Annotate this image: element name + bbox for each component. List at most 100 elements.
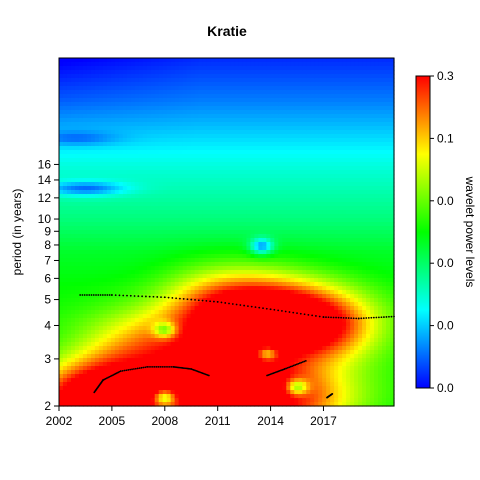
heatmap-cell (106, 182, 112, 187)
heatmap-cell (234, 258, 240, 263)
heatmap-cell (238, 250, 244, 255)
heatmap-cell (146, 218, 152, 223)
heatmap-cell (234, 310, 240, 315)
heatmap-cell (234, 114, 240, 119)
heatmap-cell (142, 266, 148, 271)
heatmap-cell (146, 102, 152, 107)
heatmap-cell (130, 74, 136, 79)
heatmap-cell (270, 126, 275, 131)
heatmap-cell (126, 150, 132, 155)
heatmap-cell (282, 146, 287, 151)
heatmap-cell (150, 90, 156, 95)
heatmap-cell (118, 226, 124, 231)
heatmap-cell (138, 102, 144, 107)
heatmap-cell (170, 178, 176, 183)
heatmap-cell (254, 346, 260, 351)
heatmap-cell (98, 310, 104, 315)
heatmap-cell (250, 118, 256, 123)
heatmap-cell (122, 250, 128, 255)
heatmap-cell (218, 166, 224, 171)
heatmap-cell (234, 350, 240, 355)
heatmap-cell (250, 70, 256, 75)
heatmap-cell (242, 266, 248, 271)
heatmap-cell (146, 234, 152, 239)
heatmap-cell (182, 286, 188, 291)
heatmap-cell (94, 170, 100, 175)
heatmap-cell (190, 338, 196, 343)
heatmap-cell (126, 250, 132, 255)
heatmap-cell (286, 86, 291, 91)
heatmap-cell (94, 402, 100, 407)
heatmap-cell (230, 186, 236, 191)
heatmap-cell (82, 246, 88, 251)
heatmap-cell (110, 182, 116, 187)
heatmap-cell (218, 350, 224, 355)
heatmap-cell (178, 162, 184, 167)
heatmap-cell (122, 82, 128, 87)
heatmap-cell (282, 302, 287, 307)
heatmap-cell (126, 294, 132, 299)
heatmap-cell (194, 98, 200, 103)
heatmap-cell (150, 182, 156, 187)
heatmap-cell (174, 258, 180, 263)
heatmap-cell (206, 70, 212, 75)
heatmap-cell (94, 86, 100, 91)
heatmap-cell (59, 110, 64, 115)
heatmap-cell (210, 62, 216, 67)
heatmap-cell (66, 242, 72, 247)
heatmap-cell (106, 186, 112, 191)
heatmap-cell (278, 90, 283, 95)
heatmap-cell (178, 402, 184, 407)
heatmap-cell (106, 114, 112, 119)
heatmap-cell (110, 346, 116, 351)
heatmap-cell (154, 202, 160, 207)
heatmap-cell (218, 346, 224, 351)
heatmap-cell (90, 162, 96, 167)
heatmap-cell (182, 78, 188, 83)
heatmap-cell (274, 174, 279, 179)
heatmap-cell (258, 134, 263, 139)
heatmap-cell (230, 350, 236, 355)
heatmap-cell (214, 138, 220, 143)
heatmap-cell (66, 386, 72, 391)
heatmap-cell (170, 290, 176, 295)
heatmap-cell (90, 298, 96, 303)
heatmap-cell (78, 106, 84, 111)
heatmap-cell (218, 134, 224, 139)
heatmap-cell (150, 122, 156, 127)
heatmap-cell (134, 310, 140, 315)
heatmap-cell (258, 394, 263, 399)
heatmap-cell (146, 358, 152, 363)
heatmap-cell (178, 326, 184, 331)
heatmap-cell (94, 298, 100, 303)
heatmap-cell (282, 286, 287, 291)
heatmap-cell (142, 246, 148, 251)
heatmap-cell (138, 346, 144, 351)
heatmap-cell (210, 350, 216, 355)
heatmap-cell (162, 286, 168, 291)
heatmap-cell (62, 302, 68, 307)
heatmap-cell (186, 254, 192, 259)
heatmap-cell (62, 334, 68, 339)
heatmap-cell (178, 354, 184, 359)
heatmap-cell (86, 134, 92, 139)
heatmap-cell (66, 358, 72, 363)
heatmap-cell (106, 322, 112, 327)
heatmap-cell (214, 250, 220, 255)
heatmap-cell (254, 370, 260, 375)
heatmap-cell (190, 302, 196, 307)
heatmap-cell (230, 362, 236, 367)
heatmap-cell (214, 318, 220, 323)
heatmap-cell (210, 178, 216, 183)
heatmap-cell (154, 298, 160, 303)
heatmap-cell (282, 70, 287, 75)
heatmap-cell (174, 394, 180, 399)
heatmap-cell (254, 134, 260, 139)
heatmap-cell (182, 338, 188, 343)
heatmap-cell (210, 282, 216, 287)
heatmap-cell (198, 378, 204, 383)
heatmap-cell (214, 370, 220, 375)
heatmap-cell (70, 214, 76, 219)
heatmap-cell (102, 334, 108, 339)
heatmap-cell (234, 338, 240, 343)
